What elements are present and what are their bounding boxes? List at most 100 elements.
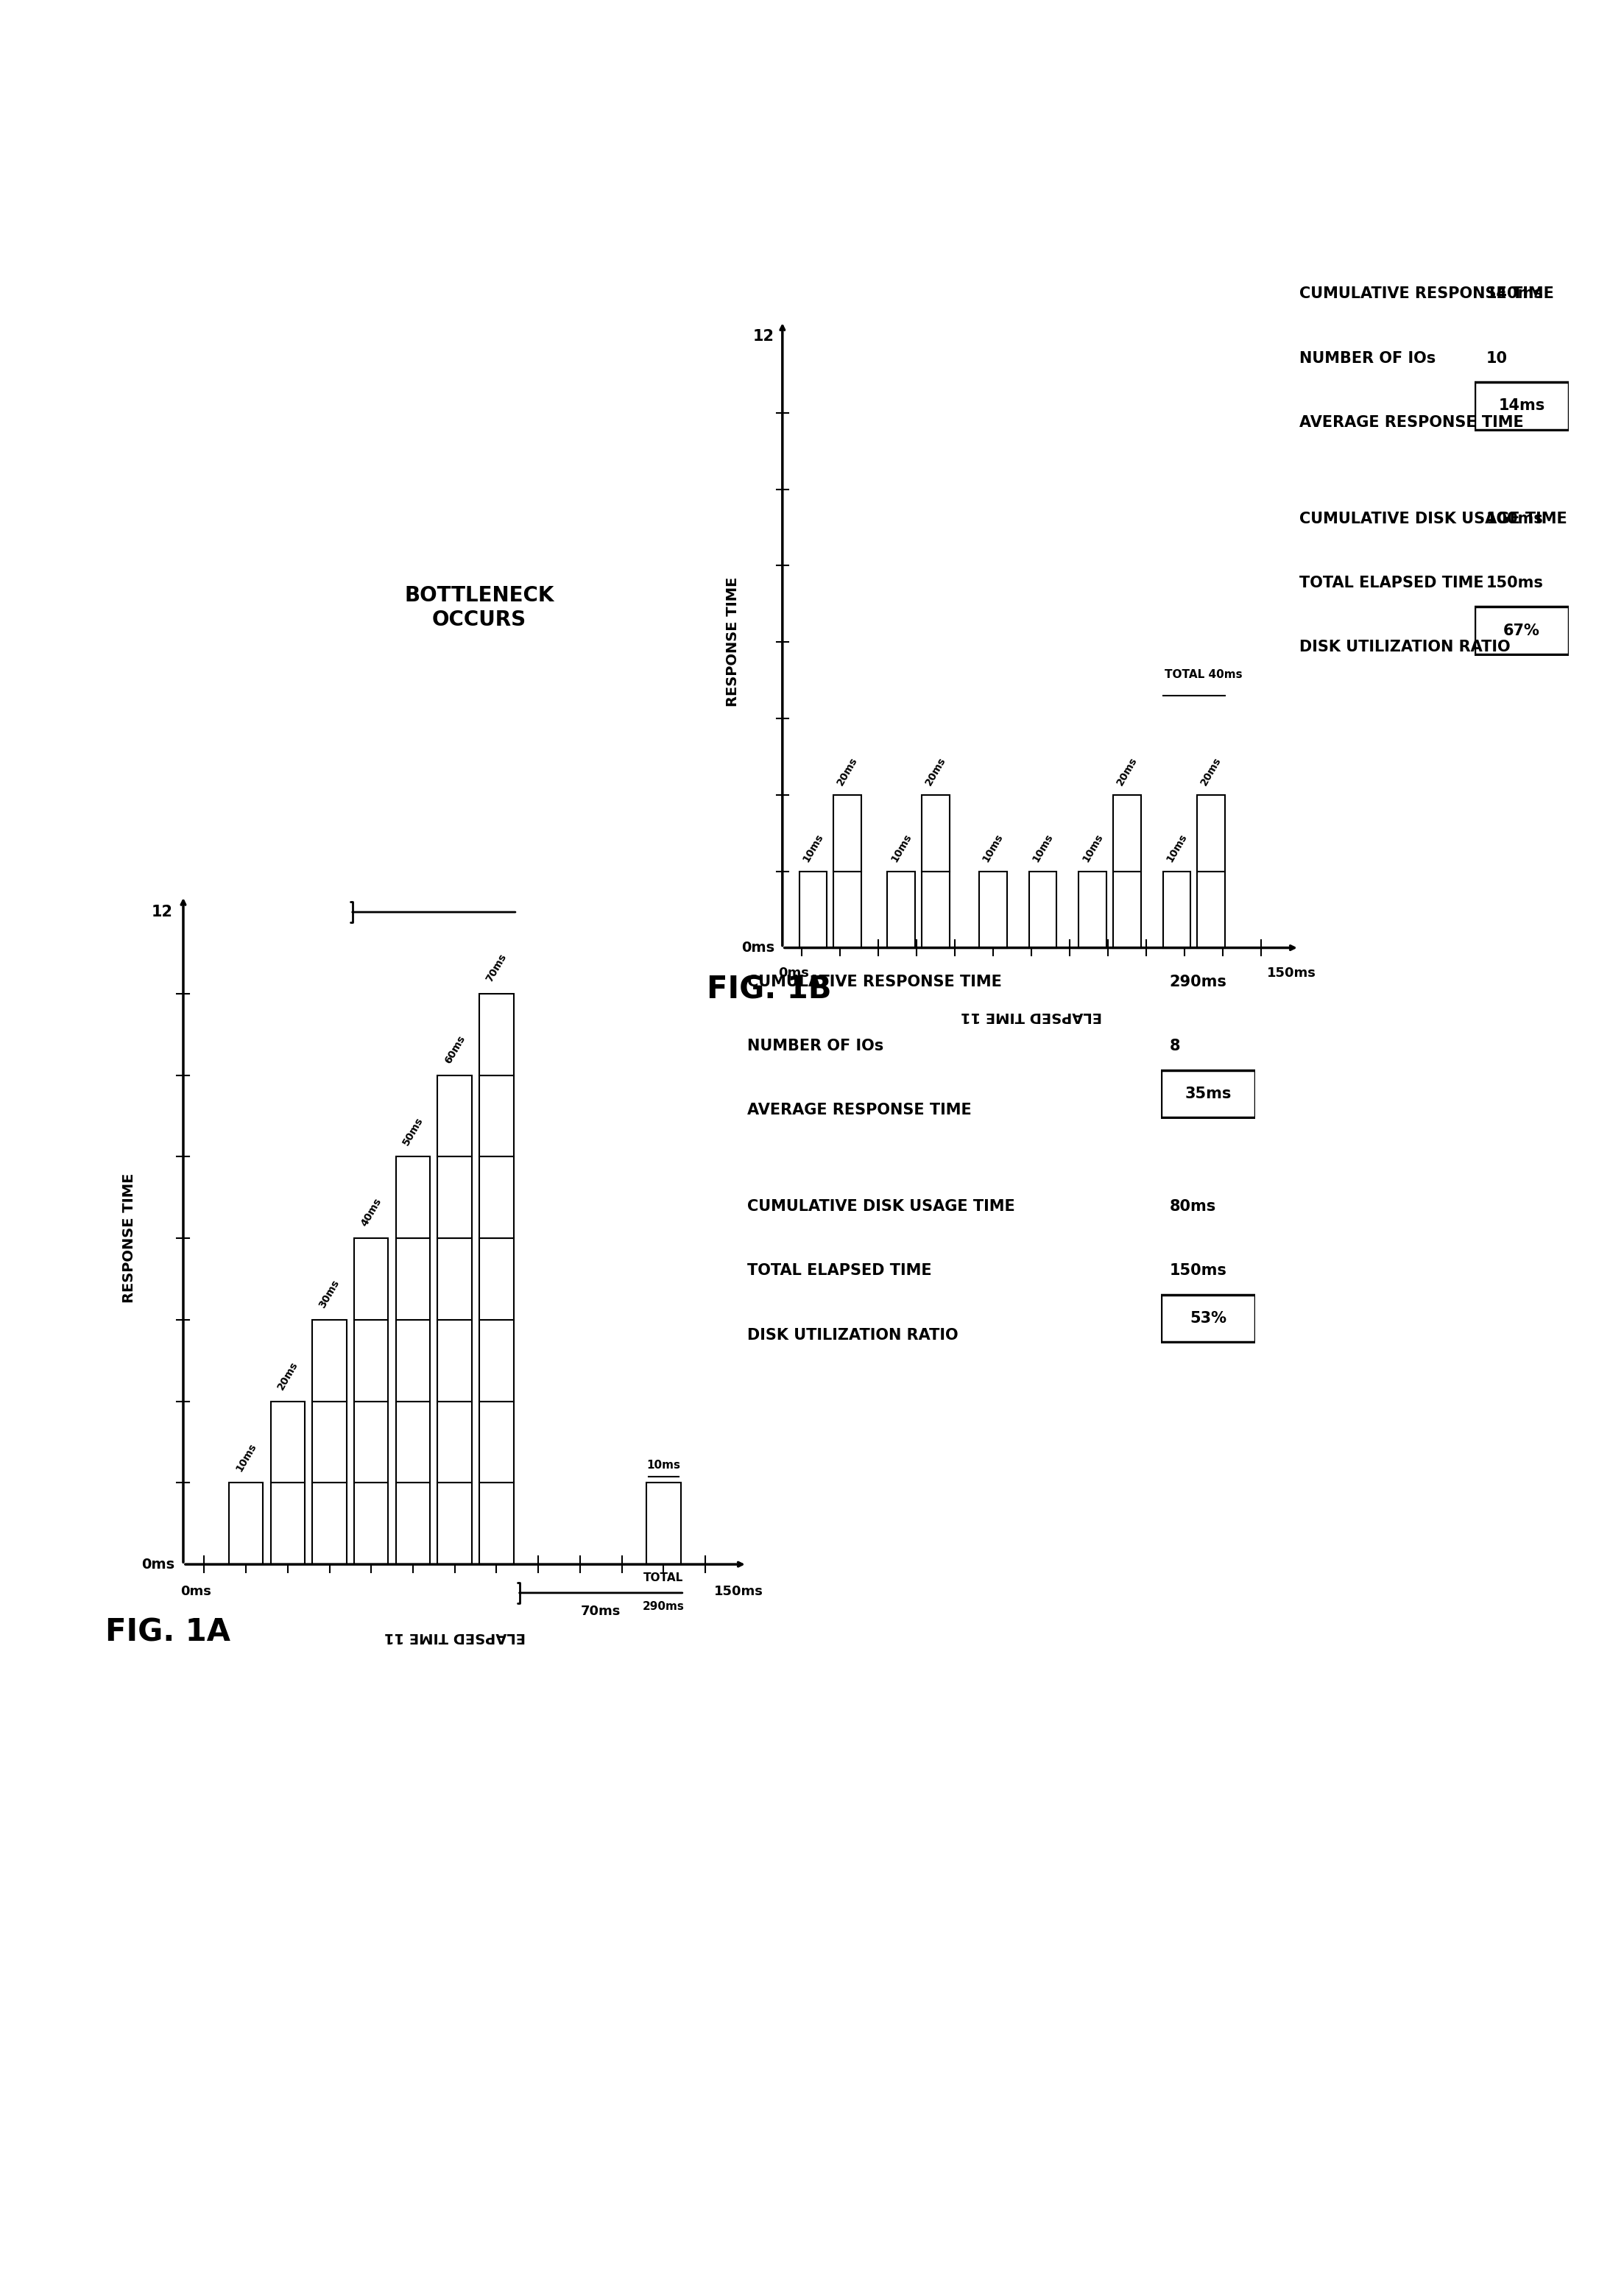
Text: AVERAGE RESPONSE TIME: AVERAGE RESPONSE TIME [747, 1103, 971, 1117]
Bar [354, 1484, 388, 1564]
Bar [354, 1238, 388, 1321]
Bar [437, 1156, 473, 1238]
Bar [479, 1401, 513, 1484]
Text: 12: 12 [151, 906, 174, 919]
Text: TOTAL 40ms: TOTAL 40ms [1164, 670, 1242, 681]
Bar [312, 1484, 346, 1564]
Bar [354, 1401, 388, 1484]
Text: 10ms: 10ms [1080, 832, 1104, 864]
Bar [1030, 871, 1057, 947]
Bar [479, 1238, 513, 1321]
Text: 0ms: 0ms [180, 1584, 211, 1598]
Text: 60ms: 60ms [443, 1034, 466, 1066]
Text: 10ms: 10ms [888, 832, 913, 864]
Text: 12: 12 [752, 328, 775, 344]
Text: 100ms: 100ms [1486, 511, 1543, 525]
Bar [437, 1075, 473, 1156]
Bar [922, 871, 950, 947]
Bar [1163, 871, 1190, 947]
Text: 14ms: 14ms [1499, 399, 1544, 413]
Text: 0ms: 0ms [778, 968, 809, 979]
Text: 50ms: 50ms [401, 1114, 425, 1146]
Bar [1078, 871, 1106, 947]
Bar [922, 796, 950, 871]
Bar [799, 871, 827, 947]
Text: 80ms: 80ms [1169, 1199, 1216, 1213]
Text: TOTAL ELAPSED TIME: TOTAL ELAPSED TIME [747, 1263, 932, 1277]
Bar [396, 1321, 430, 1401]
Text: 150ms: 150ms [1486, 576, 1543, 589]
Text: BOTTLENECK
OCCURS: BOTTLENECK OCCURS [404, 585, 554, 631]
Text: 0ms: 0ms [742, 940, 775, 954]
Bar [396, 1401, 430, 1484]
Text: 150ms: 150ms [1169, 1263, 1226, 1277]
Text: AVERAGE RESPONSE TIME: AVERAGE RESPONSE TIME [1299, 415, 1523, 429]
Bar [396, 1238, 430, 1321]
Text: RESPONSE TIME: RESPONSE TIME [726, 578, 739, 706]
Bar [437, 1238, 473, 1321]
Bar [479, 1075, 513, 1156]
Text: 10ms: 10ms [801, 832, 825, 864]
Text: RESPONSE TIME: RESPONSE TIME [122, 1174, 136, 1302]
Text: 30ms: 30ms [317, 1277, 341, 1309]
Bar [833, 796, 861, 871]
Text: 290ms: 290ms [643, 1601, 684, 1612]
Text: 10ms: 10ms [646, 1461, 680, 1470]
Bar [437, 1321, 473, 1401]
Text: 67%: 67% [1504, 624, 1540, 637]
Text: 20ms: 20ms [276, 1360, 300, 1392]
Text: 20ms: 20ms [1114, 754, 1138, 786]
Bar [437, 1484, 473, 1564]
Text: 140ms: 140ms [1486, 287, 1543, 300]
Text: 150ms: 150ms [1267, 968, 1315, 979]
FancyBboxPatch shape [1475, 383, 1569, 429]
Bar [437, 1401, 473, 1484]
Text: 10: 10 [1486, 351, 1507, 365]
Bar [312, 1401, 346, 1484]
Bar [1112, 796, 1140, 871]
Bar [479, 1321, 513, 1401]
Bar [479, 1484, 513, 1564]
Text: 10ms: 10ms [234, 1440, 258, 1472]
Bar [833, 871, 861, 947]
FancyBboxPatch shape [1475, 608, 1569, 654]
Text: CUMULATIVE RESPONSE TIME: CUMULATIVE RESPONSE TIME [747, 975, 1002, 988]
Text: FIG. 1B: FIG. 1B [706, 975, 831, 1004]
Text: 70ms: 70ms [484, 952, 508, 984]
Text: 290ms: 290ms [1169, 975, 1226, 988]
Bar [887, 871, 914, 947]
Text: 8: 8 [1169, 1039, 1181, 1052]
Text: CUMULATIVE DISK USAGE TIME: CUMULATIVE DISK USAGE TIME [747, 1199, 1015, 1213]
Text: CUMULATIVE RESPONSE TIME: CUMULATIVE RESPONSE TIME [1299, 287, 1554, 300]
Bar [479, 993, 513, 1075]
Bar [229, 1484, 263, 1564]
Text: 20ms: 20ms [1199, 754, 1223, 786]
Text: 20ms: 20ms [924, 754, 948, 786]
Text: NUMBER OF IOs: NUMBER OF IOs [1299, 351, 1436, 365]
Bar [1112, 871, 1140, 947]
Text: DISK UTILIZATION RATIO: DISK UTILIZATION RATIO [747, 1328, 958, 1341]
Bar [396, 1156, 430, 1238]
Text: TOTAL: TOTAL [643, 1573, 684, 1584]
Bar [271, 1401, 305, 1484]
Text: 20ms: 20ms [835, 754, 859, 786]
FancyBboxPatch shape [1161, 1071, 1255, 1117]
Bar [271, 1484, 305, 1564]
Text: TOTAL ELAPSED TIME: TOTAL ELAPSED TIME [1299, 576, 1484, 589]
Text: DISK UTILIZATION RATIO: DISK UTILIZATION RATIO [1299, 640, 1510, 654]
Text: ELAPSED TIME 11: ELAPSED TIME 11 [383, 1630, 526, 1644]
Bar [312, 1321, 346, 1401]
Text: 10ms: 10ms [1164, 832, 1189, 864]
Text: ELAPSED TIME 11: ELAPSED TIME 11 [960, 1009, 1103, 1023]
Bar [1197, 871, 1224, 947]
Bar [646, 1484, 680, 1564]
Text: 10ms: 10ms [981, 832, 1005, 864]
Bar [479, 1156, 513, 1238]
Text: 53%: 53% [1190, 1312, 1226, 1325]
Text: 150ms: 150ms [715, 1584, 763, 1598]
Text: 10ms: 10ms [1031, 832, 1056, 864]
Bar [354, 1321, 388, 1401]
Bar [979, 871, 1007, 947]
Text: 70ms: 70ms [581, 1605, 620, 1619]
Text: FIG. 1A: FIG. 1A [106, 1617, 231, 1646]
